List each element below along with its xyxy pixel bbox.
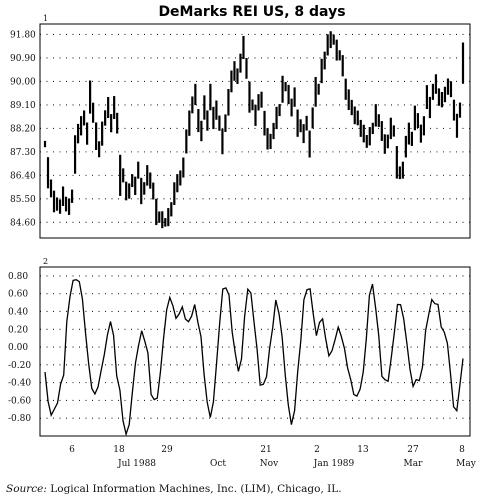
y-tick-label: 90.00	[10, 77, 36, 87]
y-tick-label: 0.60	[8, 290, 28, 300]
x-tick-label: 21	[260, 445, 271, 455]
x-month-label: May	[456, 459, 477, 469]
oscillator-line	[44, 279, 464, 437]
price-gridlines	[40, 33, 470, 223]
source-label: Source:	[6, 483, 47, 495]
x-tick-label: 2	[314, 445, 320, 455]
x-month-label: Mar	[404, 459, 424, 469]
x-tick-label: 29	[161, 445, 173, 455]
x-month-label: Oct	[210, 459, 226, 469]
x-month-label: Jul 1988	[117, 459, 156, 469]
x-tick-label: 6	[69, 445, 75, 455]
oscillator-panel: 2 0.80 0.60 0.40 0.20 0.00 -0.20 -0.40 -0.60 -0.…	[8, 257, 471, 437]
y-tick-label: -0.80	[8, 414, 31, 424]
oscillator-panel-frame	[39, 266, 471, 437]
y-tick-label: 91.80	[10, 30, 36, 40]
x-tick-label: 18	[113, 445, 125, 455]
x-axis: 6 18 29 21 2 13 27 8 Jul 1988 Oct Nov Ja…	[69, 445, 477, 469]
y-tick-label: 0.20	[8, 325, 28, 335]
panel-number-2: 2	[43, 257, 48, 266]
panel-number-1: 1	[43, 14, 48, 23]
y-tick-label: 90.90	[10, 54, 36, 64]
price-panel: 1 91.80 90.90 90.00 89.10 88.20 87.30 86.40 85.…	[10, 14, 471, 239]
y-tick-label: 0.00	[8, 343, 28, 353]
price-y-tick-labels: 91.80 90.90 90.00 89.10 88.20 87.30 86.40 85.50…	[10, 30, 36, 228]
y-tick-label: 88.20	[10, 124, 36, 134]
oscillator-gridlines	[40, 275, 470, 419]
y-tick-label: -0.60	[8, 396, 31, 406]
source-text: Logical Information Machines, Inc. (LIM)…	[50, 483, 342, 495]
chart-title: DeMarks REI US, 8 days	[158, 4, 345, 20]
x-tick-label: 13	[357, 445, 369, 455]
y-tick-label: 89.10	[10, 101, 36, 111]
y-tick-label: 84.60	[10, 218, 36, 228]
x-tick-label: 27	[407, 445, 419, 455]
x-tick-label: 8	[459, 445, 465, 455]
source-note: Source: Logical Information Machines, In…	[6, 483, 342, 495]
y-tick-label: 87.30	[10, 148, 36, 158]
price-bars	[43, 31, 465, 229]
x-month-label: Nov	[260, 459, 279, 469]
y-tick-label: 0.80	[8, 272, 28, 282]
y-tick-label: 0.40	[8, 307, 28, 317]
y-tick-label: 85.50	[10, 195, 36, 205]
y-tick-label: -0.40	[8, 379, 31, 389]
y-tick-label: 86.40	[10, 171, 36, 181]
price-panel-frame	[39, 23, 471, 239]
oscillator-y-tick-labels: 0.80 0.60 0.40 0.20 0.00 -0.20 -0.40 -0.60 -0.80	[8, 272, 31, 424]
x-month-label: Jan 1989	[313, 459, 355, 469]
y-tick-label: -0.20	[8, 361, 31, 371]
